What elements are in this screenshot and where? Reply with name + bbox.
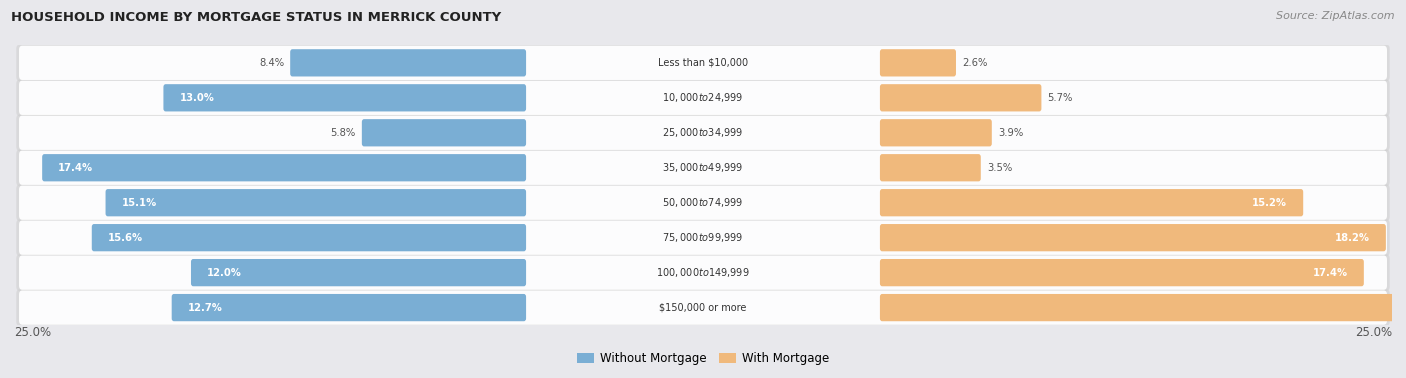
Text: 18.2%: 18.2% <box>1334 233 1369 243</box>
FancyBboxPatch shape <box>20 290 1386 325</box>
FancyBboxPatch shape <box>880 154 981 181</box>
Text: $75,000 to $99,999: $75,000 to $99,999 <box>662 231 744 244</box>
FancyBboxPatch shape <box>17 290 1389 326</box>
Text: Source: ZipAtlas.com: Source: ZipAtlas.com <box>1277 11 1395 21</box>
FancyBboxPatch shape <box>290 49 526 76</box>
FancyBboxPatch shape <box>17 254 1389 291</box>
FancyBboxPatch shape <box>20 220 1386 255</box>
FancyBboxPatch shape <box>91 224 526 251</box>
Text: $150,000 or more: $150,000 or more <box>659 303 747 313</box>
Text: $35,000 to $49,999: $35,000 to $49,999 <box>662 161 744 174</box>
FancyBboxPatch shape <box>20 150 1386 185</box>
Text: 13.0%: 13.0% <box>180 93 214 103</box>
FancyBboxPatch shape <box>880 84 1042 112</box>
FancyBboxPatch shape <box>17 220 1389 256</box>
Text: 3.9%: 3.9% <box>998 128 1024 138</box>
FancyBboxPatch shape <box>20 46 1386 80</box>
FancyBboxPatch shape <box>20 186 1386 220</box>
Text: 12.0%: 12.0% <box>207 268 242 277</box>
Text: $100,000 to $149,999: $100,000 to $149,999 <box>657 266 749 279</box>
Text: 12.7%: 12.7% <box>187 303 222 313</box>
FancyBboxPatch shape <box>880 224 1386 251</box>
Text: 15.1%: 15.1% <box>121 198 157 208</box>
FancyBboxPatch shape <box>172 294 526 321</box>
FancyBboxPatch shape <box>20 116 1386 150</box>
Text: 5.8%: 5.8% <box>330 128 356 138</box>
Text: $10,000 to $24,999: $10,000 to $24,999 <box>662 91 744 104</box>
Text: $50,000 to $74,999: $50,000 to $74,999 <box>662 196 744 209</box>
FancyBboxPatch shape <box>361 119 526 146</box>
Text: Less than $10,000: Less than $10,000 <box>658 58 748 68</box>
FancyBboxPatch shape <box>17 80 1389 116</box>
Text: 17.4%: 17.4% <box>58 163 93 173</box>
FancyBboxPatch shape <box>42 154 526 181</box>
Legend: Without Mortgage, With Mortgage: Without Mortgage, With Mortgage <box>572 347 834 370</box>
FancyBboxPatch shape <box>880 119 991 146</box>
FancyBboxPatch shape <box>163 84 526 112</box>
Text: 25.0%: 25.0% <box>1355 326 1392 339</box>
Text: 2.6%: 2.6% <box>962 58 987 68</box>
Text: HOUSEHOLD INCOME BY MORTGAGE STATUS IN MERRICK COUNTY: HOUSEHOLD INCOME BY MORTGAGE STATUS IN M… <box>11 11 502 24</box>
Text: 8.4%: 8.4% <box>259 58 284 68</box>
FancyBboxPatch shape <box>191 259 526 286</box>
FancyBboxPatch shape <box>17 115 1389 151</box>
FancyBboxPatch shape <box>880 294 1406 321</box>
Text: $25,000 to $34,999: $25,000 to $34,999 <box>662 126 744 139</box>
FancyBboxPatch shape <box>20 256 1386 290</box>
FancyBboxPatch shape <box>17 184 1389 221</box>
Text: 15.6%: 15.6% <box>108 233 143 243</box>
FancyBboxPatch shape <box>105 189 526 216</box>
Text: 15.2%: 15.2% <box>1253 198 1288 208</box>
Text: 25.0%: 25.0% <box>14 326 51 339</box>
FancyBboxPatch shape <box>17 150 1389 186</box>
FancyBboxPatch shape <box>20 81 1386 115</box>
Text: 3.5%: 3.5% <box>987 163 1012 173</box>
FancyBboxPatch shape <box>17 45 1389 81</box>
Text: 17.4%: 17.4% <box>1313 268 1348 277</box>
FancyBboxPatch shape <box>880 189 1303 216</box>
Text: 5.7%: 5.7% <box>1047 93 1073 103</box>
FancyBboxPatch shape <box>880 49 956 76</box>
FancyBboxPatch shape <box>880 259 1364 286</box>
